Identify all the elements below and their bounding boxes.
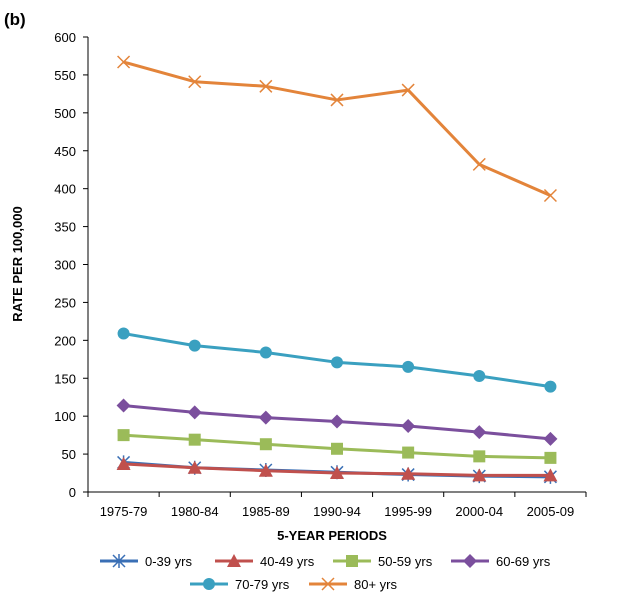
data-point (472, 157, 486, 171)
data-point (258, 410, 273, 425)
data-point (188, 339, 201, 352)
y-tick-label: 0 (69, 485, 76, 500)
x-tick-label: 1985-89 (242, 504, 290, 519)
data-point (472, 468, 487, 482)
y-tick-label: 250 (54, 295, 76, 310)
legend-label: 60-69 yrs (496, 554, 551, 569)
data-point (543, 188, 557, 203)
data-point (330, 93, 344, 107)
data-point (401, 466, 416, 480)
data-point (543, 468, 558, 482)
y-tick-label: 450 (54, 144, 76, 159)
data-point (188, 75, 202, 89)
data-point (544, 380, 557, 393)
data-point (402, 360, 415, 373)
legend-marker (112, 554, 126, 568)
legend-item: 80+ yrs (309, 577, 397, 592)
data-point (116, 398, 131, 413)
data-point (543, 431, 558, 446)
data-point (330, 414, 344, 429)
y-tick-label: 150 (54, 371, 76, 386)
data-point (259, 346, 272, 359)
plot-area: 0 50 100 150 200 250 300 350 400 450 500 550 600 1975… (54, 30, 587, 519)
data-point (187, 405, 202, 420)
series-60-69-yrs (116, 398, 558, 446)
y-tick-label: 300 (54, 258, 76, 273)
x-tick-label: 2000-04 (455, 504, 503, 519)
x-tick-label: 1995-99 (384, 504, 432, 519)
legend-label: 80+ yrs (354, 577, 397, 592)
data-point (331, 356, 343, 369)
legend: 0-39 yrs 40-49 yrs 50-59 yrs 60-69 yrs 70-79… (100, 554, 551, 592)
data-point (188, 433, 201, 446)
y-axis-title: RATE PER 100,000 (10, 206, 25, 321)
series-50-59-yrs (117, 429, 557, 464)
legend-item: 50-59 yrs (333, 554, 433, 569)
data-point (473, 369, 486, 382)
x-tick-label: 1990-94 (313, 504, 361, 519)
y-tick-label: 500 (54, 106, 76, 121)
legend-marker (203, 578, 215, 590)
data-point (117, 55, 131, 69)
data-point (473, 450, 486, 463)
series-70-79-yrs (117, 327, 557, 393)
legend-label: 70-79 yrs (235, 577, 290, 592)
y-tick-label: 50 (62, 447, 76, 462)
data-point (401, 83, 415, 97)
y-tick-label: 400 (54, 182, 76, 197)
x-axis-title: 5-YEAR PERIODS (277, 528, 387, 543)
data-point (116, 456, 131, 470)
legend-item: 60-69 yrs (451, 554, 551, 569)
data-point (187, 460, 202, 474)
legend-item: 40-49 yrs (215, 554, 315, 569)
data-point (544, 451, 557, 464)
data-point (330, 466, 344, 480)
x-tick-label: 1980-84 (171, 504, 219, 519)
data-point (331, 442, 343, 455)
legend-item: 70-79 yrs (190, 577, 290, 592)
series-line (123, 60, 552, 197)
legend-marker (346, 555, 358, 567)
y-tick-label: 600 (54, 30, 76, 45)
legend-marker (321, 577, 335, 591)
legend-marker (463, 554, 477, 568)
data-point (258, 463, 273, 477)
series-80-yrs (117, 55, 557, 203)
data-point (472, 425, 487, 440)
panel-label: (b) (4, 10, 26, 29)
data-point (401, 419, 416, 434)
legend-marker (227, 554, 241, 567)
legend-label: 50-59 yrs (378, 554, 433, 569)
x-tick-label: 2005-09 (527, 504, 575, 519)
legend-label: 0-39 yrs (145, 554, 192, 569)
y-tick-label: 550 (54, 68, 76, 83)
legend-item: 0-39 yrs (100, 554, 192, 569)
series-40-49-yrs (116, 456, 558, 482)
data-point (259, 79, 273, 93)
y-tick-label: 100 (54, 409, 76, 424)
y-tick-label: 350 (54, 220, 76, 235)
x-tick-label: 1975-79 (100, 504, 148, 519)
data-point (117, 327, 130, 340)
data-point (117, 429, 130, 442)
data-point (402, 446, 415, 459)
data-point (259, 438, 272, 451)
y-tick-label: 200 (54, 333, 76, 348)
legend-label: 40-49 yrs (260, 554, 315, 569)
